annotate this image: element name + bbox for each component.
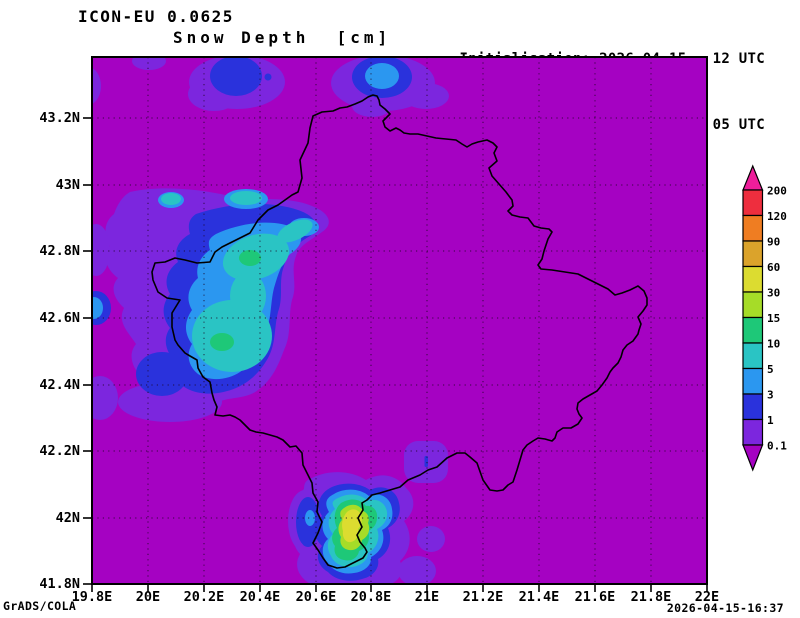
grads-credit: GrADS/COLA: [3, 599, 77, 613]
colorbar-label: 5: [767, 363, 774, 376]
lon-tick-label: 19.8E: [71, 589, 113, 605]
colorbar-segment: [742, 316, 764, 344]
lat-tick-label: 42N: [55, 510, 80, 526]
colorbar-segment: [742, 367, 764, 395]
colorbar-label: 120: [767, 210, 787, 223]
axis-ticks: [83, 117, 708, 592]
model-label: ICON-EU 0.0625: [78, 7, 234, 26]
colorbar-segment: [742, 291, 764, 319]
lat-tick-label: 42.8N: [39, 243, 80, 259]
kosovo-border-outline: [151, 94, 648, 569]
lat-tick-label: 42.6N: [39, 310, 80, 326]
lon-tick-label: 21.6E: [574, 589, 616, 605]
colorbar-label: 30: [767, 287, 780, 300]
lat-tick-label: 43N: [55, 177, 80, 193]
lon-tick-label: 21.2E: [462, 589, 504, 605]
lon-tick-label: 20.6E: [295, 589, 337, 605]
colorbar-label: 1: [767, 414, 774, 427]
colorbar-arrow-min: [742, 444, 764, 472]
lon-tick-label: 20.8E: [350, 589, 392, 605]
colorbar-label: 10: [767, 338, 780, 351]
lon-tick-label: 21E: [414, 589, 440, 605]
lon-tick-label: 21.8E: [630, 589, 672, 605]
colorbar-label: 60: [767, 261, 780, 274]
colorbar-segment: [742, 214, 764, 242]
colorbar-segment: [742, 189, 764, 217]
colorbar-segment: [742, 418, 764, 446]
plot-timestamp: 2026-04-15-16:37: [666, 601, 784, 615]
colorbar: 200 120 90 60 30 15 10 5 3 1 0.1: [742, 164, 787, 472]
lon-tick-label: 20.2E: [183, 589, 225, 605]
lon-tick-label: 20.4E: [239, 589, 281, 605]
lat-tick-label: 43.2N: [39, 110, 80, 126]
colorbar-segment: [742, 342, 764, 370]
plot-title: Snow Depth [cm]: [173, 28, 392, 47]
colorbar-segment: [742, 240, 764, 268]
colorbar-segment: [742, 265, 764, 293]
colorbar-arrow-max: [742, 164, 764, 191]
lat-tick-label: 42.2N: [39, 443, 80, 459]
colorbar-label: 0.1: [767, 440, 787, 453]
snow-shaded-field: [92, 57, 449, 584]
colorbar-label: 15: [767, 312, 780, 325]
colorbar-segment: [742, 393, 764, 421]
colorbar-label: 90: [767, 236, 780, 249]
lat-tick-label: 42.4N: [39, 377, 80, 393]
lon-tick-label: 20E: [135, 589, 161, 605]
colorbar-label: 3: [767, 389, 774, 402]
colorbar-label: 200: [767, 185, 787, 198]
lat-tick-label: 41.8N: [39, 576, 80, 592]
map-frame: [91, 56, 708, 585]
lon-tick-label: 21.4E: [518, 589, 560, 605]
lon-tick-label: 22E: [694, 589, 720, 605]
